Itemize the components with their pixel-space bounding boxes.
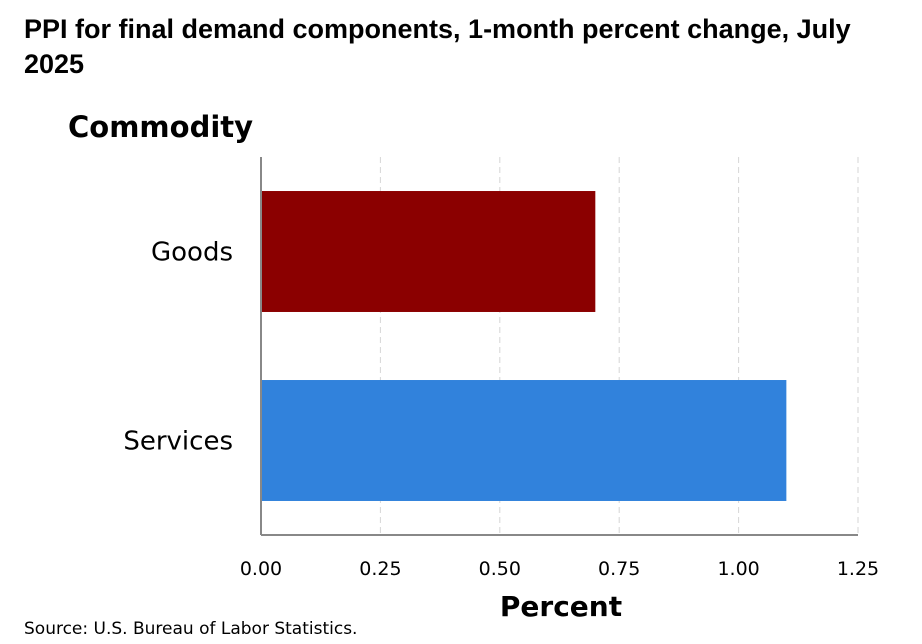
x-tick-label: 0.25: [359, 558, 401, 580]
chart-title: PPI for final demand components, 1-month…: [24, 14, 851, 79]
x-tick-label: 1.25: [837, 558, 879, 580]
bar-goods: [261, 191, 596, 312]
bar-services: [261, 380, 787, 501]
y-tick-label: Services: [123, 427, 233, 457]
y-axis-title: Commodity: [68, 110, 253, 144]
axes: [260, 157, 858, 536]
y-tick-label: Goods: [151, 238, 233, 268]
bars: [261, 191, 787, 501]
x-tick-label: 0.50: [479, 558, 521, 580]
source-note: Source: U.S. Bureau of Labor Statistics.: [24, 619, 358, 639]
tick-labels: 0.00 0.25 0.50 0.75 1.00 1.25 Goods Services: [123, 238, 879, 581]
x-tick-label: 0.00: [240, 558, 282, 580]
x-axis-title: Percent: [500, 590, 622, 623]
x-tick-label: 1.00: [717, 558, 759, 580]
x-tick-label: 0.75: [598, 558, 640, 580]
